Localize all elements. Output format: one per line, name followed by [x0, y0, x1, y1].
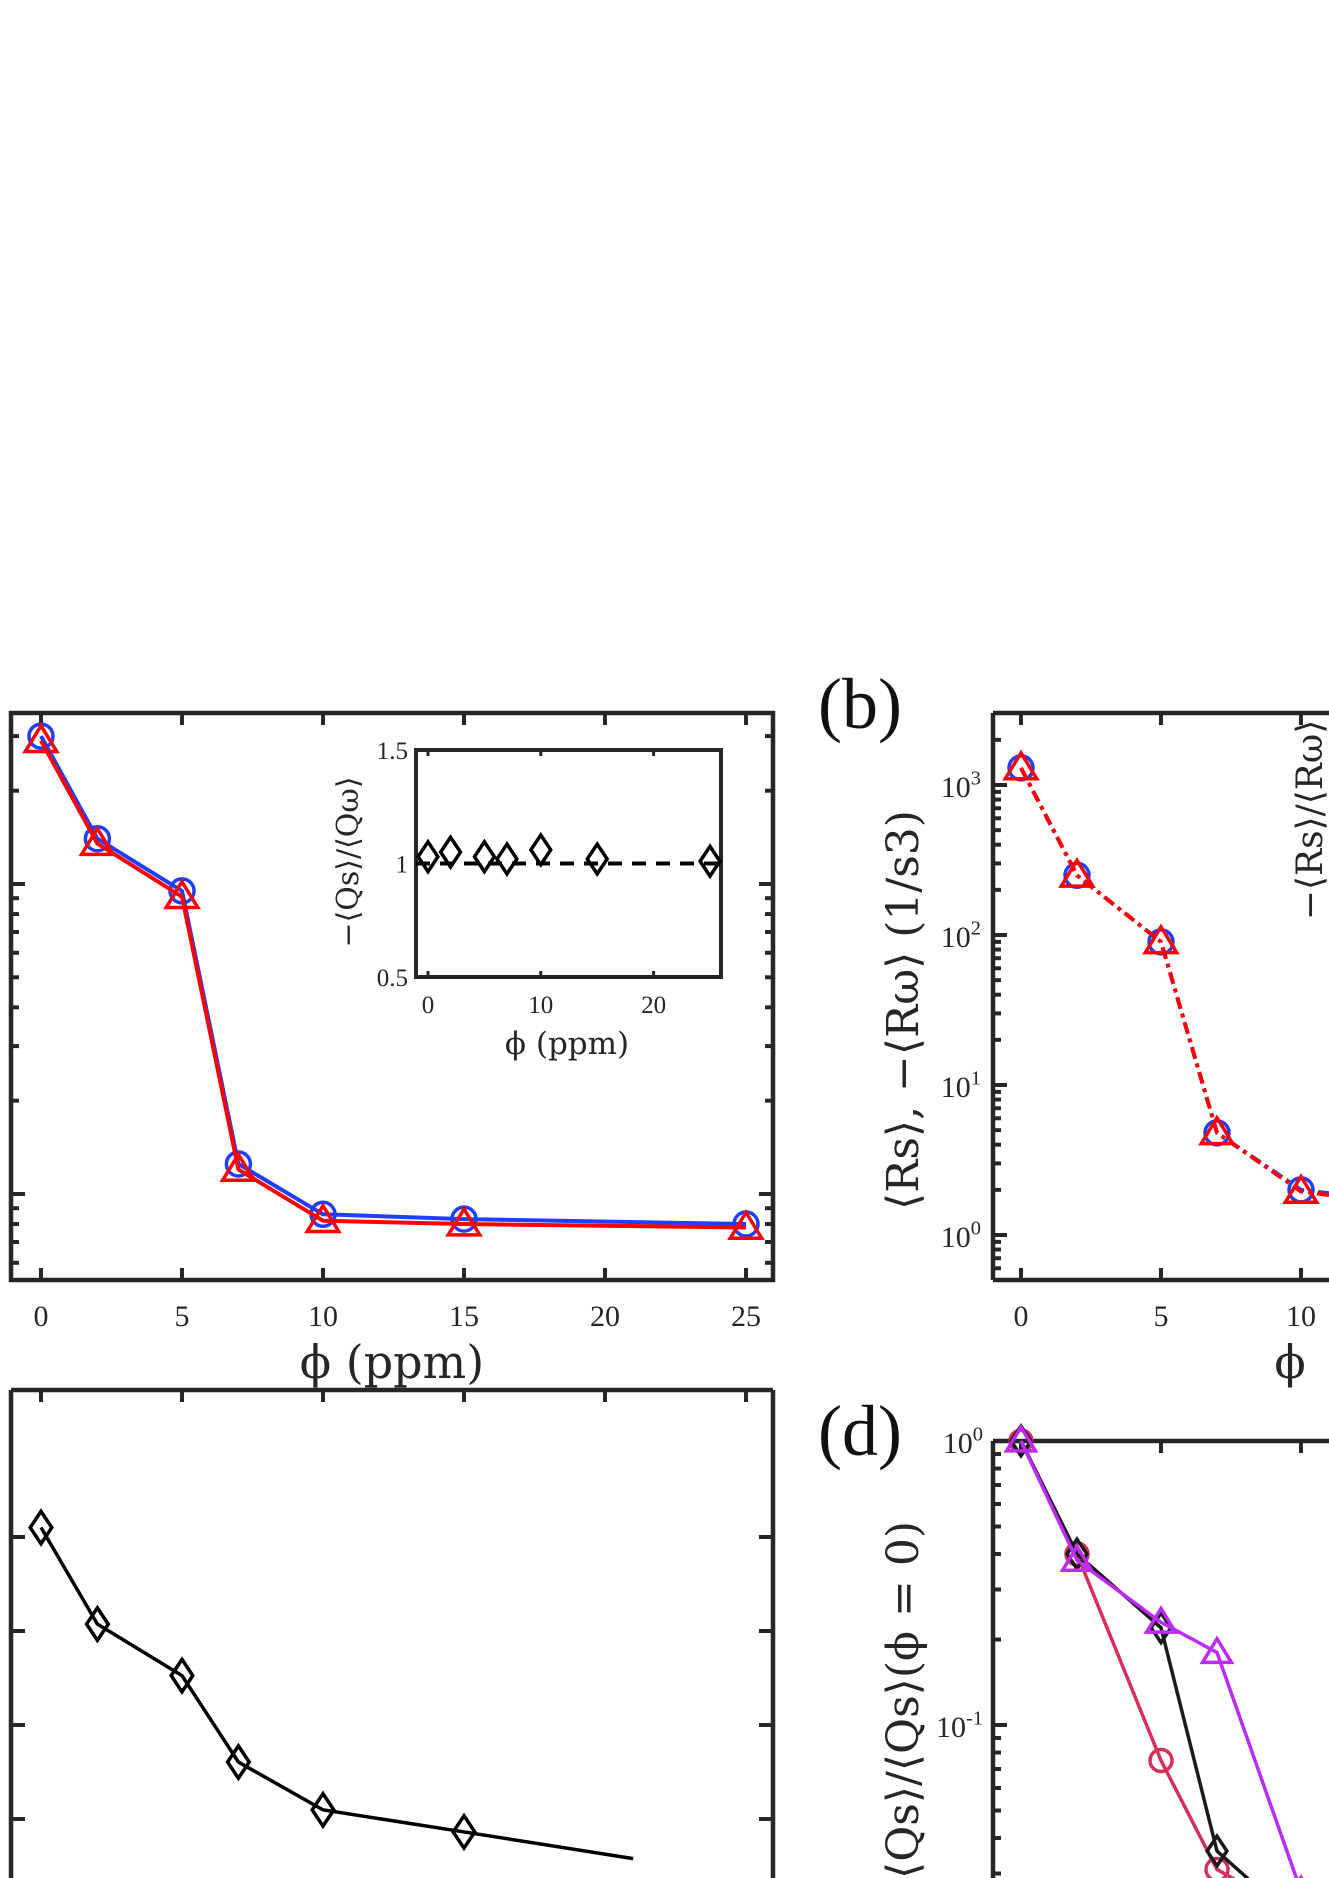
data-point-triangle [1058, 856, 1096, 888]
y-tick-label: 103 [941, 767, 981, 804]
x-tick-label: 0 [1014, 1300, 1029, 1333]
y-tick-label: 102 [941, 917, 981, 954]
data-point-triangle [219, 1151, 258, 1183]
series-line-diamond [1019, 1440, 1250, 1878]
data-point-diamond [28, 1508, 54, 1547]
series-line-triangle [1019, 1440, 1299, 1878]
data-point-triangle [163, 878, 201, 910]
inset-y-tick-label: 1.5 [377, 738, 408, 765]
inset-x-tick-label: 0 [422, 992, 435, 1019]
series-line-circle [1019, 1440, 1236, 1878]
data-point-triangle [304, 1202, 342, 1234]
inset-y-tick-label: 0.5 [377, 965, 408, 992]
data-point-triangle [1059, 1543, 1095, 1572]
inset-data-point [415, 838, 441, 875]
panel-a: 0 5 10 15 20 25 [8, 710, 776, 1333]
x-tick-label: 5 [1154, 1300, 1169, 1333]
panel-d: 100 10-1 [936, 1422, 1329, 1878]
inset-data-point [438, 834, 463, 871]
data-point-diamond [225, 1742, 252, 1782]
data-point-triangle [1003, 1423, 1039, 1453]
inset-data-point [585, 840, 610, 877]
y-tick-label: 10-1 [936, 1707, 983, 1744]
data-point-diamond [1204, 1833, 1230, 1870]
x-tick-label: 0 [34, 1300, 49, 1333]
inset-x-axis-title: ϕ (ppm) [505, 1026, 629, 1062]
data-point-diamond [310, 1790, 336, 1830]
x-tick-label: 10 [308, 1300, 338, 1333]
inset-y-tick-label: 1 [396, 852, 409, 879]
x-tick-label: 20 [590, 1300, 620, 1333]
panel-a-inset: 0 10 20 0.5 1 1.5 [377, 738, 723, 1019]
panel-b-inset-y-axis-title: −⟨Rs⟩/⟨Rω⟩ [1290, 720, 1329, 921]
x-tick-label: 10 [1286, 1300, 1316, 1333]
x-tick-label: 15 [449, 1300, 479, 1333]
inset-data-point [472, 838, 497, 875]
panel-c [8, 1387, 776, 1878]
data-point-triangle [22, 722, 60, 754]
data-point-diamond [84, 1604, 111, 1644]
x-tick-label: 5 [175, 1300, 190, 1333]
panel-a-x-axis-title: ϕ (ppm) [300, 1335, 484, 1389]
data-point-diamond [169, 1656, 195, 1695]
panel-b-y-axis-title: ⟨Rs⟩, −⟨Rω⟩ (1/s3) [878, 810, 929, 1210]
data-point-triangle [78, 825, 117, 857]
panel-b: 0 5 10 103 102 101 100 [941, 710, 1329, 1333]
data-point-triangle [1198, 1114, 1236, 1146]
inset-x-tick-label: 20 [641, 992, 666, 1019]
inset-data-point [528, 831, 553, 868]
data-point-diamond [1148, 1609, 1174, 1646]
data-point-triangle [727, 1209, 765, 1241]
inset-y-axis-title: −⟨Qs⟩/⟨Qω⟩ [331, 776, 366, 947]
data-point-circle [1204, 1856, 1230, 1878]
y-tick-label: 100 [943, 1423, 983, 1460]
panel-b-label: (b) [818, 664, 902, 744]
series-line-circle [1019, 766, 1329, 1196]
x-tick-label: 25 [731, 1300, 761, 1333]
series-line-triangle [39, 739, 747, 1230]
panel-d-label: (d) [818, 1391, 902, 1471]
data-point-triangle [1142, 923, 1180, 955]
y-tick-label: 100 [941, 1217, 981, 1254]
inset-data-point [697, 843, 723, 880]
series-line-diamond [39, 1526, 634, 1861]
inset-data-point [494, 840, 519, 877]
panel-d-y-axis-title: ⟨Qs⟩/⟨Qs⟩(ϕ = 0) [878, 1521, 929, 1878]
data-point-diamond [451, 1812, 477, 1852]
panel-a-frame [8, 710, 776, 1283]
data-point-triangle [1002, 749, 1040, 781]
data-point-circle [1148, 1747, 1174, 1774]
panel-b-x-axis-title: ϕ [1274, 1335, 1305, 1389]
data-point-triangle [1143, 1605, 1179, 1634]
inset-x-tick-label: 10 [528, 992, 553, 1019]
y-tick-label: 101 [941, 1067, 981, 1104]
data-point-triangle [445, 1205, 483, 1237]
series-line-triangle [1019, 766, 1329, 1198]
data-point-triangle [1199, 1635, 1235, 1665]
data-point-triangle [1282, 1173, 1320, 1205]
